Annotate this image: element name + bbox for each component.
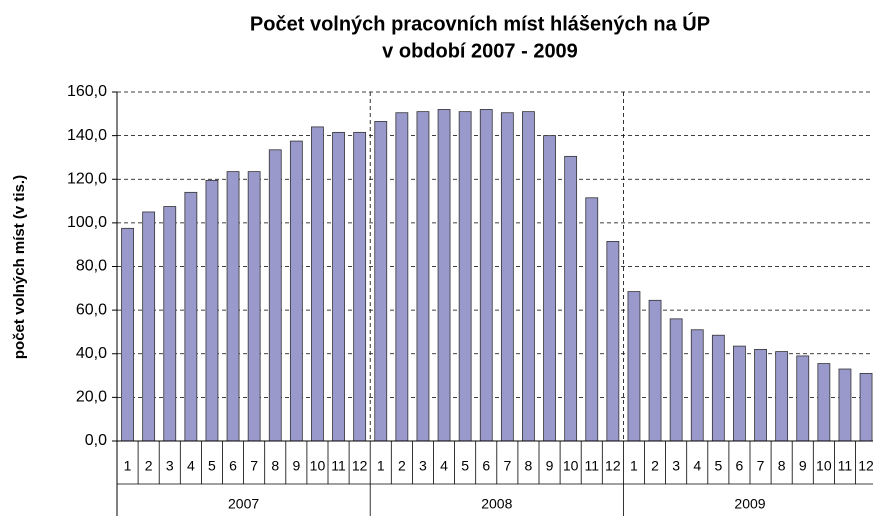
x-tick-label: 11 xyxy=(331,458,346,474)
y-tick-label: 120,0 xyxy=(67,170,107,187)
y-tick-label: 0,0 xyxy=(85,432,107,449)
bar xyxy=(585,197,599,442)
bar xyxy=(142,211,156,442)
bar xyxy=(627,291,641,442)
bar xyxy=(458,111,472,442)
bar xyxy=(268,149,282,442)
x-tick-label: 6 xyxy=(482,458,490,474)
bar xyxy=(754,348,767,442)
x-tick-label: 10 xyxy=(563,458,579,474)
x-tick-label: 2 xyxy=(145,458,153,474)
bar xyxy=(733,345,746,442)
y-tick-label: 160,0 xyxy=(67,83,107,100)
x-tick-label: 1 xyxy=(124,458,132,474)
chart-title: Počet volných pracovních míst hlášených … xyxy=(250,11,710,35)
x-tick-label: 3 xyxy=(672,458,680,474)
x-tick-label: 7 xyxy=(503,458,511,474)
bar xyxy=(311,126,324,442)
group-label: 2007 xyxy=(228,496,259,512)
y-tick-label: 80,0 xyxy=(76,258,107,275)
bar xyxy=(690,329,704,442)
x-tick-label: 12 xyxy=(605,458,621,474)
x-tick-label: 4 xyxy=(187,458,195,474)
bar xyxy=(796,355,810,442)
bar xyxy=(374,121,388,442)
bar xyxy=(500,112,514,442)
bar xyxy=(184,191,198,442)
bar xyxy=(437,109,451,442)
x-tick-label: 9 xyxy=(799,458,807,474)
bar xyxy=(838,368,852,442)
x-tick-label: 4 xyxy=(693,458,701,474)
x-tick-label: 11 xyxy=(584,458,599,474)
bar xyxy=(775,351,789,442)
chart-title: v období 2007 - 2009 xyxy=(382,40,578,62)
bar xyxy=(226,171,240,442)
x-tick-label: 8 xyxy=(525,458,533,474)
bar xyxy=(247,171,261,442)
y-tick-label: 40,0 xyxy=(76,345,107,362)
x-tick-label: 2 xyxy=(398,458,406,474)
bar xyxy=(564,155,578,442)
bar xyxy=(669,318,683,442)
bar xyxy=(395,112,409,442)
bar xyxy=(353,131,367,442)
x-tick-label: 10 xyxy=(816,458,832,474)
x-tick-label: 4 xyxy=(440,458,448,474)
bar xyxy=(648,299,662,442)
x-tick-label: 7 xyxy=(250,458,258,474)
y-tick-label: 140,0 xyxy=(67,127,107,144)
x-tick-label: 5 xyxy=(208,458,216,474)
bar xyxy=(416,111,430,442)
bar xyxy=(543,135,556,442)
x-tick-label: 10 xyxy=(310,458,326,474)
bar xyxy=(479,109,493,442)
bar xyxy=(205,179,219,442)
bar xyxy=(859,372,873,442)
group-label: 2009 xyxy=(734,496,765,512)
x-tick-label: 6 xyxy=(736,458,744,474)
bar xyxy=(817,363,831,442)
x-tick-label: 5 xyxy=(461,458,469,474)
y-tick-label: 100,0 xyxy=(67,214,107,231)
x-tick-label: 1 xyxy=(630,458,638,474)
x-tick-label: 3 xyxy=(419,458,427,474)
group-label: 2008 xyxy=(481,496,512,512)
bar xyxy=(522,111,535,442)
x-tick-label: 9 xyxy=(546,458,554,474)
bar xyxy=(121,227,134,442)
bar xyxy=(289,140,303,442)
bar xyxy=(163,206,177,442)
y-tick-label: 20,0 xyxy=(76,389,107,406)
x-tick-label: 2 xyxy=(651,458,659,474)
x-tick-label: 8 xyxy=(778,458,786,474)
x-tick-label: 1 xyxy=(377,458,385,474)
x-tick-label: 6 xyxy=(229,458,237,474)
x-tick-label: 3 xyxy=(166,458,174,474)
x-tick-label: 11 xyxy=(838,458,853,474)
x-tick-label: 12 xyxy=(858,458,873,474)
bar xyxy=(606,241,620,442)
x-tick-label: 7 xyxy=(757,458,765,474)
x-tick-label: 8 xyxy=(271,458,279,474)
x-tick-label: 9 xyxy=(292,458,300,474)
x-tick-label: 12 xyxy=(352,458,368,474)
bar xyxy=(332,131,345,442)
bar xyxy=(711,334,725,442)
y-axis-label: počet volných míst (v tis.) xyxy=(11,175,28,359)
x-tick-label: 5 xyxy=(714,458,722,474)
y-tick-label: 60,0 xyxy=(76,301,107,318)
